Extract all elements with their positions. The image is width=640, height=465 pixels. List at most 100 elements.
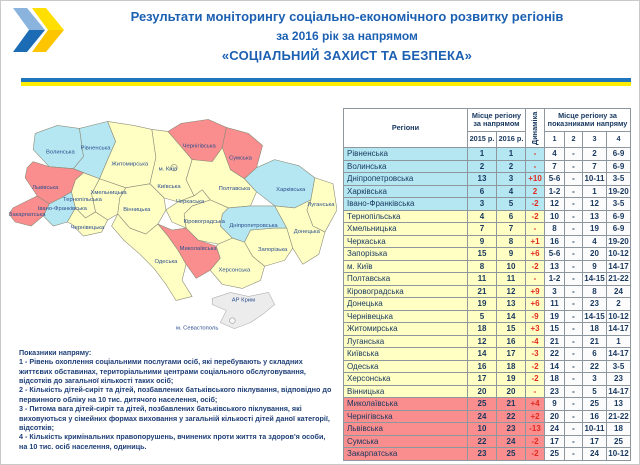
footnote-title: Показники напряму: [19, 348, 92, 357]
indicator2-cell: - [564, 184, 583, 198]
place-2015-cell: 16 [467, 359, 497, 373]
table-row: Черкаська 9 8 +1 16-4 19-20 [343, 234, 631, 248]
dynamics-cell: +1 [525, 234, 545, 248]
indicator4-cell: 6-9 [606, 147, 631, 161]
indicator3-cell: 25 [582, 397, 607, 411]
region-name-cell: Донецька [343, 297, 468, 311]
place-2016-cell: 21 [496, 397, 526, 411]
indicator4-cell: 14-17 [606, 322, 631, 336]
place-2016-cell: 8 [496, 234, 526, 248]
indicator2-cell: - [564, 159, 583, 173]
region-name-cell: Луганська [343, 334, 468, 348]
table-row: Сумська 22 24 -2 17-17 25 [343, 434, 631, 448]
indicator3-cell: 7 [582, 159, 607, 173]
place-2016-cell: 15 [496, 322, 526, 336]
indicator2-cell: - [564, 384, 583, 398]
dynamics-cell: +6 [525, 297, 545, 311]
place-2015-cell: 11 [467, 272, 497, 286]
place-2016-cell: 5 [496, 197, 526, 211]
map-label-chk: Черкаська [176, 199, 205, 205]
indicator1-cell: 20 [544, 409, 565, 423]
region-name-cell: Вінницька [343, 384, 468, 398]
table-row: м. Київ 8 10 -2 13-9 14-17 [343, 259, 631, 273]
place-2016-cell: 2 [496, 159, 526, 173]
place-2016-cell: 22 [496, 409, 526, 423]
indicator4-cell: 19-20 [606, 234, 631, 248]
indicator4-cell: 10-12 [606, 309, 631, 323]
table-header: Регіони Місце регіону за напрямом Динамі… [343, 108, 631, 148]
region-name-cell: Волинська [343, 159, 468, 173]
indicator4-cell: 21-22 [606, 409, 631, 423]
footnote-item-3: 3 - Питома вага дітей-сиріт та дітей, по… [19, 404, 330, 432]
footnote-item-4: 4 - Кількість кримінальних правопорушень… [19, 432, 326, 451]
header: Результати моніторингу соціально-економі… [63, 9, 631, 63]
indicator3-cell: 8 [582, 284, 607, 298]
dynamics-cell: -2 [525, 434, 545, 448]
indicator2-cell: - [564, 322, 583, 336]
table-row: Чернігівська 24 22 +2 20-16 21-22 [343, 409, 631, 423]
region-name-cell: Чернігівська [343, 409, 468, 423]
region-ranking-table: Регіони Місце регіону за напрямом Динамі… [343, 108, 631, 461]
table-row: Одеська 16 18 -2 14-22 3-5 [343, 359, 631, 373]
map-label-krm: АР Крим [232, 297, 255, 303]
place-2015-cell: 7 [467, 222, 497, 236]
table-row: Харківська 6 4 2 1-2-1 19-20 [343, 184, 631, 198]
indicator3-cell: 19 [582, 222, 607, 236]
dynamics-cell: - [525, 222, 545, 236]
table-row: Полтавська 11 11-1-2-14-15 21-22 [343, 272, 631, 286]
col-header-place: Місце регіону за напрямом [467, 108, 526, 132]
indicator1-cell: 21 [544, 334, 565, 348]
indicator2-cell: - [564, 259, 583, 273]
indicator3-cell: 14-15 [582, 272, 607, 286]
region-name-cell: Чернівецька [343, 309, 468, 323]
indicator4-cell: 14-17 [606, 384, 631, 398]
flag-divider [21, 78, 631, 86]
indicator1-cell: 5-6 [544, 172, 565, 186]
table-row: Житомирська 18 15 +3 15-18 14-17 [343, 322, 631, 336]
place-2016-cell: 12 [496, 284, 526, 298]
place-2015-cell: 19 [467, 297, 497, 311]
indicator1-cell: 18 [544, 372, 565, 386]
place-2016-cell: 17 [496, 347, 526, 361]
map-label-khe: Херсонська [219, 267, 251, 273]
indicators-footnote: Показники напряму: 1 - Рівень охоплення … [19, 348, 335, 451]
col-header-ind2: 2 [564, 131, 583, 148]
indicator3-cell: 24 [582, 447, 607, 461]
map-label-zap: Запорізька [258, 247, 288, 253]
indicator1-cell: 13 [544, 259, 565, 273]
indicator1-cell: 1-2 [544, 272, 565, 286]
map-region-chv [67, 207, 108, 237]
dynamics-cell: -9 [525, 309, 545, 323]
place-2015-cell: 4 [467, 209, 497, 223]
indicator2-cell: - [564, 247, 583, 261]
region-name-cell: Дніпропетровська [343, 172, 468, 186]
region-name-cell: Черкаська [343, 234, 468, 248]
indicator2-cell: - [564, 309, 583, 323]
indicator4-cell: 10-12 [606, 247, 631, 261]
region-name-cell: Хмельницька [343, 222, 468, 236]
dynamics-cell: -2 [525, 372, 545, 386]
table-row: Луганська 12 16 -4 21-21 1 [343, 334, 631, 348]
place-2016-cell: 16 [496, 334, 526, 348]
indicator3-cell: 2 [582, 147, 607, 161]
region-name-cell: Кіровоградська [343, 284, 468, 298]
indicator4-cell: 2 [606, 297, 631, 311]
place-2015-cell: 2 [467, 159, 497, 173]
map-label-kyv: Київська [157, 184, 181, 190]
map-label-khm: Хмельницька [91, 190, 128, 196]
col-header-ind4: 4 [606, 131, 631, 148]
place-2015-cell: 20 [467, 384, 497, 398]
table-row: Кіровоградська 21 12 +9 3-8 24 [343, 284, 631, 298]
map-region-chk [165, 189, 211, 229]
map-label-riv: Рівненська [81, 146, 112, 152]
indicator4-cell: 6-9 [606, 222, 631, 236]
dynamics-cell: -2 [525, 197, 545, 211]
indicator2-cell: - [564, 334, 583, 348]
place-2016-cell: 4 [496, 184, 526, 198]
footnote-item-2: 2 - Кількість дітей-сиріт та дітей, позб… [19, 385, 332, 404]
region-name-cell: Сумська [343, 434, 468, 448]
indicator2-cell: - [564, 147, 583, 161]
place-2016-cell: 1 [496, 147, 526, 161]
map-label-dni: Дніпропетровська [229, 223, 278, 229]
col-header-dynamics: Динаміка [525, 108, 545, 148]
